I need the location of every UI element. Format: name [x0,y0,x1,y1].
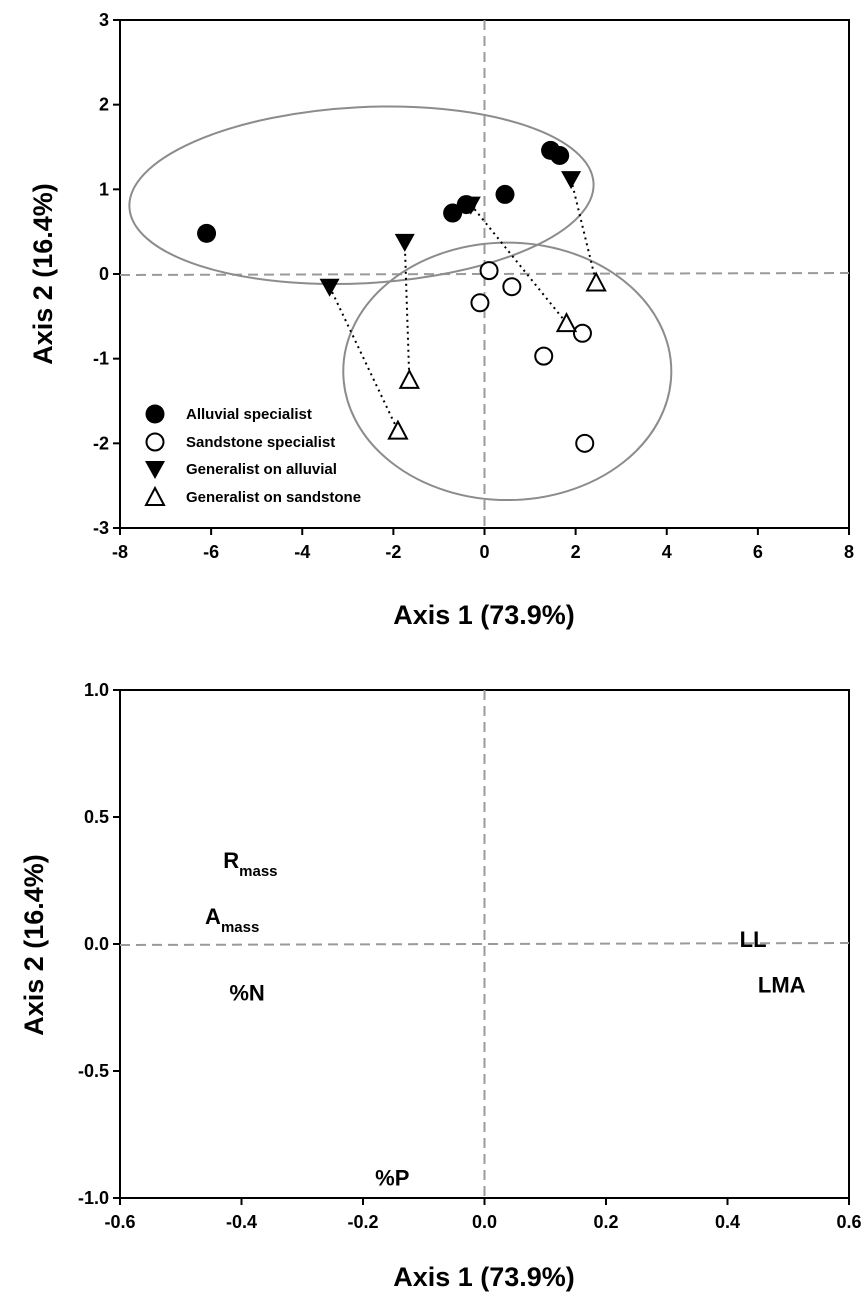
y-axis-title: Axis 2 (16.4%) [28,183,58,365]
y-tick-label: 1 [99,179,109,199]
x-tick-label: 0.2 [593,1212,618,1232]
y-tick-label: 1.0 [84,680,109,700]
legend-label: Generalist on alluvial [186,461,337,478]
horizontal-zero-line [119,942,850,946]
trait-label-main: %P [375,1166,409,1191]
trait-label: LMA [758,973,806,998]
group-ellipse [342,241,673,502]
legend-marker-filled-triangle-down [145,461,165,479]
generalist-connector-line [470,203,568,324]
y-tick-label: -1 [93,349,109,369]
x-tick-label: 8 [844,542,854,562]
axis-ticks: -0.6 -0.4 -0.2 0.0 0.2 0.4 0.6 1.0 0.5 0.0 -0.5 -1.… [78,680,862,1232]
generalist-connector-line [328,286,399,432]
y-axis-title: Axis 2 (16.4%) [19,854,49,1036]
trait-label: %P [375,1166,409,1191]
point-filled-triangle-down [319,278,340,297]
x-tick-label: 6 [753,542,763,562]
point-open-triangle-up [555,311,578,333]
legend: Alluvial specialist Sandstone specialist G… [144,404,361,506]
reference-lines [119,690,850,1198]
trait-label-subscript: mass [239,863,277,880]
point-filled-triangle-down [561,171,582,190]
x-tick-label: -2 [385,542,401,562]
y-tick-label: 3 [99,10,109,30]
axis-ticks: -8 -6 -4 -2 0 2 4 6 8 3 2 1 0 -1 -2 -3 [93,10,854,562]
point-open-triangle-up [585,271,607,292]
data-points [197,140,607,453]
x-tick-label: 2 [571,542,581,562]
y-tick-label: 0.0 [84,934,109,954]
trait-label-main: LL [740,927,767,952]
legend-label: Alluvial specialist [186,406,312,423]
trait-label-main: %N [229,980,264,1005]
legend-label: Generalist on sandstone [186,489,361,506]
point-filled-triangle-down [460,196,481,215]
legend-label: Sandstone specialist [186,434,335,451]
point-open-circle [470,293,490,313]
trait-label-main: A [205,904,221,929]
point-open-circle [534,346,554,366]
x-tick-label: 0.6 [836,1212,861,1232]
ordination-plot-traits: -0.6 -0.4 -0.2 0.0 0.2 0.4 0.6 1.0 0.5 0.0 -0.5 -1.… [19,680,862,1292]
y-tick-label: -2 [93,433,109,453]
trait-label-main: R [223,848,239,873]
x-tick-label: 4 [662,542,672,562]
group-ellipse [128,105,595,286]
x-tick-label: -0.6 [104,1212,135,1232]
generalist-connectors [328,178,598,432]
x-tick-label: 0 [479,542,489,562]
trait-label-main: LMA [758,973,806,998]
point-open-circle [572,323,592,343]
y-tick-label: -3 [93,518,109,538]
y-tick-label: 2 [99,95,109,115]
x-tick-label: -4 [294,542,310,562]
point-filled-circle [197,223,217,243]
point-open-circle [502,277,522,297]
x-tick-label: -8 [112,542,128,562]
point-open-circle [479,261,499,281]
point-filled-triangle-down [394,233,415,252]
trait-label: Amass [205,904,259,936]
point-open-triangle-up [387,419,409,440]
x-tick-label: -6 [203,542,219,562]
ordination-plot-sites: -8 -6 -4 -2 0 2 4 6 8 3 2 1 0 -1 -2 -3 Alluvial special… [28,10,854,630]
point-filled-circle [550,145,570,165]
x-tick-label: -0.4 [226,1212,257,1232]
point-filled-circle [443,203,463,223]
trait-label: Rmass [223,848,277,880]
y-tick-label: 0.5 [84,807,109,827]
y-tick-label: 0 [99,264,109,284]
x-tick-label: -0.2 [347,1212,378,1232]
trait-label-subscript: mass [221,919,259,936]
legend-marker-open-triangle-up [144,485,166,506]
group-ellipses [128,105,673,502]
x-tick-label: 0.0 [472,1212,497,1232]
x-axis-title: Axis 1 (73.9%) [393,600,575,630]
point-open-circle [575,433,595,453]
point-filled-circle [495,184,515,204]
y-tick-label: -0.5 [78,1061,109,1081]
legend-marker-filled-circle [145,404,165,424]
x-axis-title: Axis 1 (73.9%) [393,1262,575,1292]
point-open-triangle-up [398,368,420,389]
x-tick-label: 0.4 [715,1212,740,1232]
legend-marker-open-circle [145,432,165,452]
horizontal-zero-line [119,272,850,276]
reference-lines [119,20,850,528]
generalist-connector-line [403,241,411,380]
y-tick-label: -1.0 [78,1188,109,1208]
trait-label: %N [229,980,264,1005]
trait-label: LL [740,927,767,952]
